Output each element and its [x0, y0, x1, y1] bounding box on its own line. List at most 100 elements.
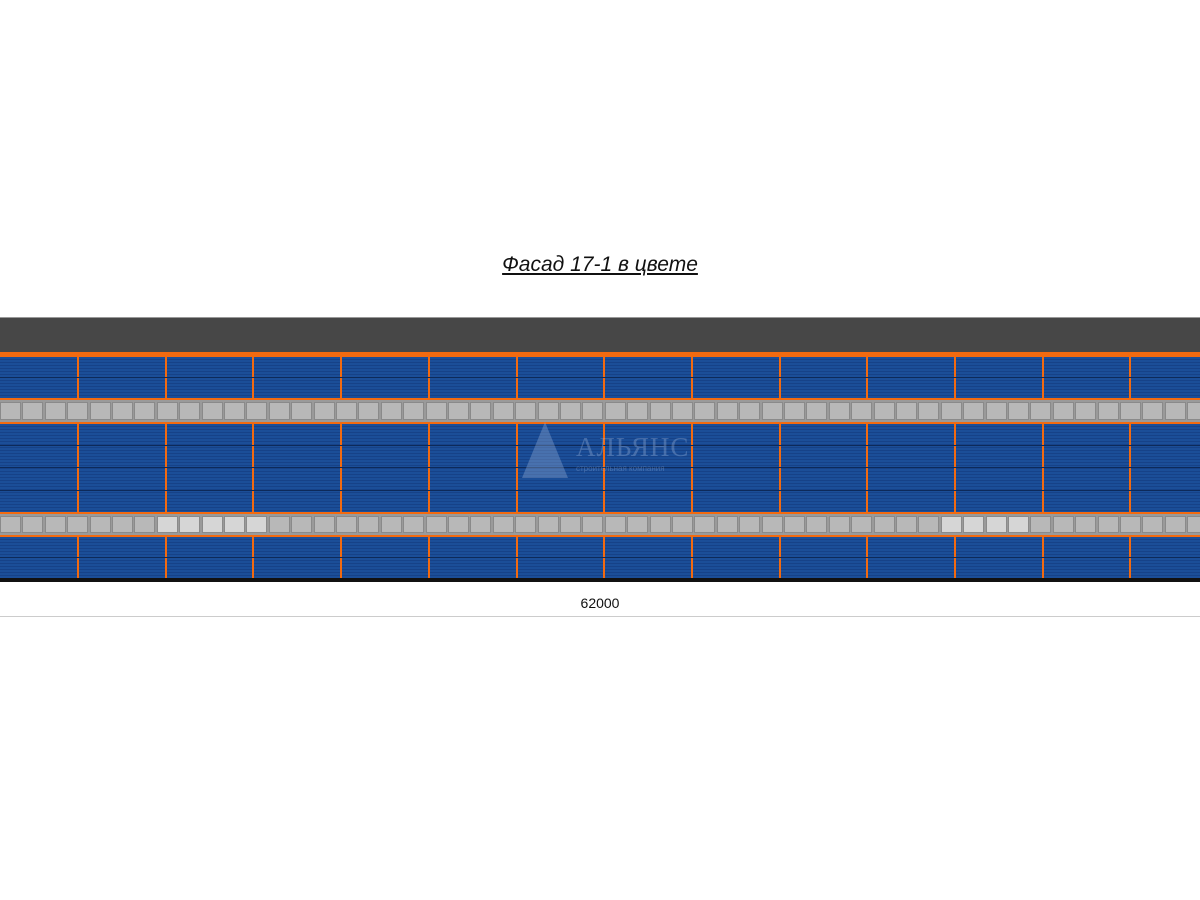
watermark-name: АЛЬЯНС — [576, 432, 690, 462]
window-pane — [1075, 516, 1097, 533]
panel-seam — [0, 467, 1200, 468]
watermark-subtitle: строительная компания — [576, 464, 665, 473]
window-pane — [1030, 402, 1052, 420]
window-pane — [1142, 516, 1164, 533]
window-pane — [246, 402, 268, 420]
window-pane — [851, 516, 873, 533]
column-trim — [603, 424, 606, 512]
column-trim — [866, 424, 869, 512]
window-pane — [201, 402, 223, 420]
plinth — [0, 578, 1200, 582]
column-trim — [340, 424, 343, 512]
window-pane — [380, 402, 402, 420]
window-pane — [806, 516, 828, 533]
window-pane — [851, 402, 873, 420]
window-pane — [985, 402, 1007, 420]
window-pane — [291, 516, 313, 533]
window-pane — [179, 402, 201, 420]
lower-window-strip — [0, 512, 1200, 537]
window-pane — [425, 402, 447, 420]
window-pane — [0, 516, 21, 533]
window-pane — [448, 516, 469, 533]
panel-seam — [0, 377, 1200, 378]
window-pane — [403, 516, 425, 533]
window-pane — [918, 402, 940, 420]
window-pane — [291, 402, 313, 420]
window-pane — [1120, 516, 1141, 533]
window-pane — [896, 516, 917, 533]
window-pane — [604, 516, 626, 533]
window-pane — [716, 516, 738, 533]
column-trim — [954, 424, 956, 512]
window-pane — [873, 516, 895, 533]
window-pane — [336, 516, 357, 533]
window-pane — [582, 516, 604, 533]
column-trim — [427, 424, 430, 512]
panel-seam — [0, 445, 1200, 446]
window-pane — [22, 516, 44, 533]
window-pane — [784, 402, 805, 420]
window-pane — [44, 402, 66, 420]
window-pane — [268, 516, 290, 533]
window-pane — [134, 516, 156, 533]
panel-seam — [0, 490, 1200, 491]
triangle-logo-icon — [522, 422, 568, 478]
window-pane — [918, 516, 940, 533]
window-pane — [313, 402, 335, 420]
window-pane — [1008, 402, 1029, 420]
column-trim — [164, 424, 167, 512]
panel-seam — [0, 557, 1200, 558]
dimension-label: 62000 — [580, 595, 620, 611]
window-pane — [224, 402, 245, 420]
window-pane — [492, 402, 514, 420]
window-pane — [828, 402, 850, 420]
window-pane — [515, 402, 537, 420]
window-pane — [44, 516, 66, 533]
window-pane — [1097, 516, 1119, 533]
window-pane — [358, 402, 380, 420]
window-pane — [672, 402, 693, 420]
window-pane — [336, 402, 357, 420]
window-pane — [649, 516, 671, 533]
upper-window-strip — [0, 398, 1200, 424]
window-pane — [694, 516, 716, 533]
window-pane — [112, 402, 133, 420]
window-pane — [537, 402, 559, 420]
window-pane — [1164, 516, 1186, 533]
window-pane — [358, 516, 380, 533]
window-pane — [739, 516, 761, 533]
watermark-logo: АЛЬЯНС строительная компания — [520, 420, 690, 480]
window-pane — [515, 516, 537, 533]
window-pane — [940, 402, 962, 420]
window-pane — [828, 516, 850, 533]
window-pane — [806, 402, 828, 420]
window-pane — [761, 402, 783, 420]
roof — [0, 317, 1200, 353]
window-pane — [112, 516, 133, 533]
window-pane — [134, 402, 156, 420]
column-trim — [515, 424, 518, 512]
window-pane — [403, 402, 425, 420]
window-pane — [448, 402, 469, 420]
window-pane — [604, 402, 626, 420]
window-pane — [1142, 402, 1164, 420]
window-pane — [67, 402, 89, 420]
window-pane — [672, 516, 693, 533]
window-pane — [537, 516, 559, 533]
window-pane — [761, 516, 783, 533]
window-pane — [268, 402, 290, 420]
window-pane — [1052, 402, 1074, 420]
window-pane — [179, 516, 201, 533]
window-pane — [0, 402, 21, 420]
column-trim — [252, 424, 255, 512]
window-pane — [560, 402, 581, 420]
window-pane — [784, 516, 805, 533]
column-trim — [690, 424, 693, 512]
window-pane — [1008, 516, 1029, 533]
window-pane — [1164, 402, 1186, 420]
window-pane — [873, 402, 895, 420]
window-pane — [470, 516, 492, 533]
window-pane — [1187, 402, 1200, 420]
middle-cladding — [0, 424, 1200, 512]
column-trim — [77, 424, 79, 512]
